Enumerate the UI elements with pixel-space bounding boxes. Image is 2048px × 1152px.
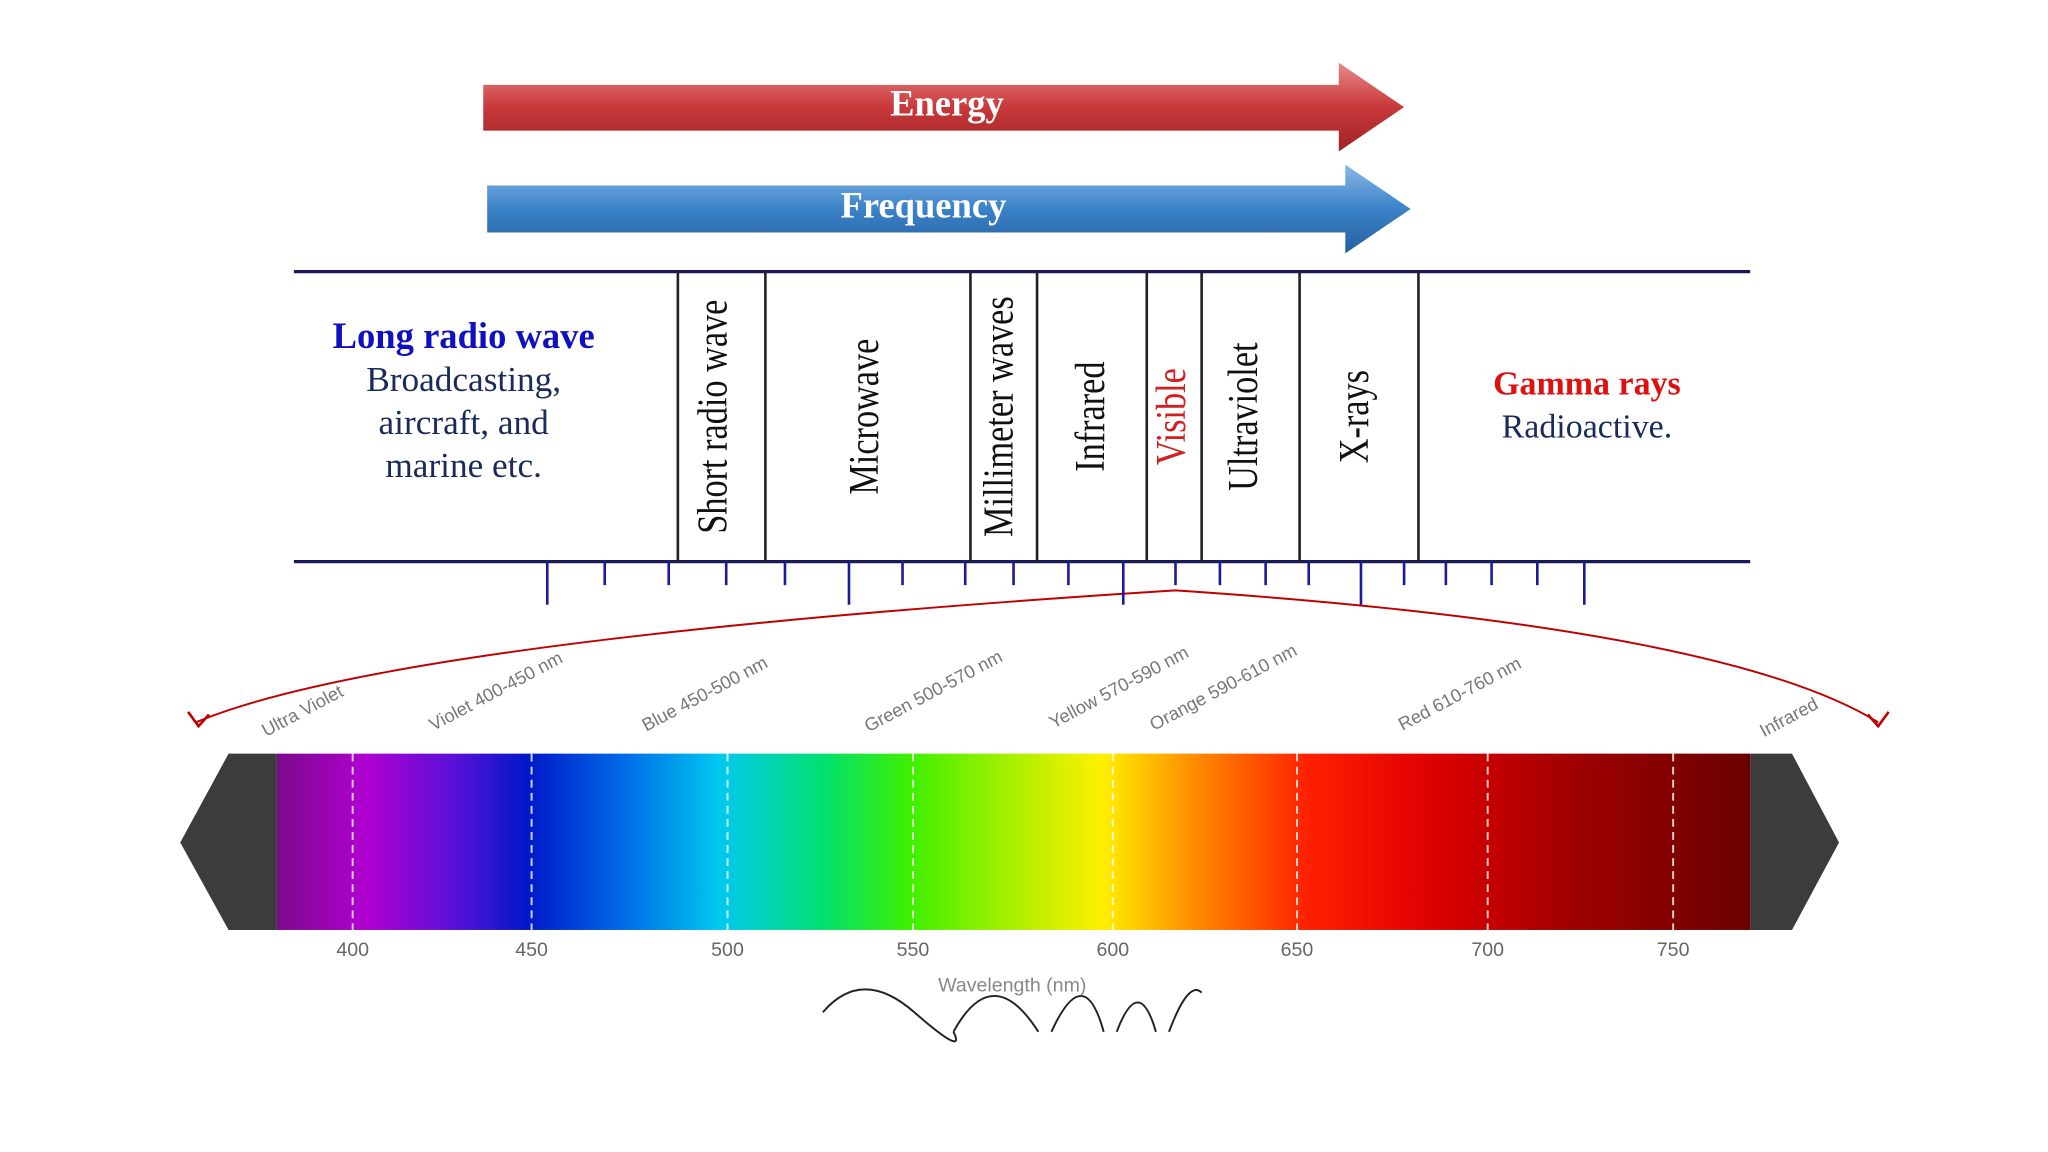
wavelength-tick-label: 750 <box>1657 939 1690 961</box>
band-label: X-rays <box>1332 370 1378 463</box>
color-band-label: Violet 400-450 nm <box>425 647 565 735</box>
zoom-curve <box>195 589 1879 724</box>
color-band-label: Infrared <box>1756 693 1821 741</box>
wavelength-tick-label: 550 <box>897 939 930 961</box>
color-band-label: Red 610-760 nm <box>1394 652 1524 734</box>
wave-illustration <box>822 988 1203 1043</box>
wavelength-tick-label: 450 <box>515 939 548 961</box>
wavelength-tick-label: 500 <box>711 939 744 961</box>
wavelength-tick-label: 400 <box>336 939 369 961</box>
left-cap <box>180 753 277 930</box>
band-label: Visible <box>1149 368 1195 465</box>
frequency-label: Frequency <box>840 184 1006 225</box>
energy-arrow <box>483 62 1405 152</box>
zoom-arrowheads <box>187 711 1890 729</box>
left-title: Long radio wave <box>333 315 595 356</box>
band-label: Ultraviolet <box>1221 342 1267 491</box>
left-line: marine etc. <box>385 446 542 485</box>
axis-label: Wavelength (nm) <box>938 974 1086 996</box>
color-band-label: Blue 450-500 nm <box>638 651 771 735</box>
visible-spectrum <box>276 753 1751 930</box>
left-line: Broadcasting, <box>366 360 561 399</box>
band-label: Microwave <box>842 339 888 495</box>
band-label: Millimeter waves <box>977 296 1023 537</box>
color-band-label: Green 500-570 nm <box>860 646 1005 737</box>
frequency-arrow <box>487 164 1411 254</box>
wavelength-tick-label: 700 <box>1471 939 1504 961</box>
energy-label: Energy <box>890 82 1004 123</box>
band-label: Short radio wave <box>691 300 737 534</box>
right-title: Gamma rays <box>1493 365 1681 402</box>
right-line: Radioactive. <box>1502 409 1673 446</box>
right-cap <box>1750 753 1840 930</box>
wavelength-tick-label: 600 <box>1096 939 1129 961</box>
wavelength-tick-label: 650 <box>1281 939 1314 961</box>
band-label: Infrared <box>1068 361 1114 471</box>
left-line: aircraft, and <box>379 403 550 442</box>
